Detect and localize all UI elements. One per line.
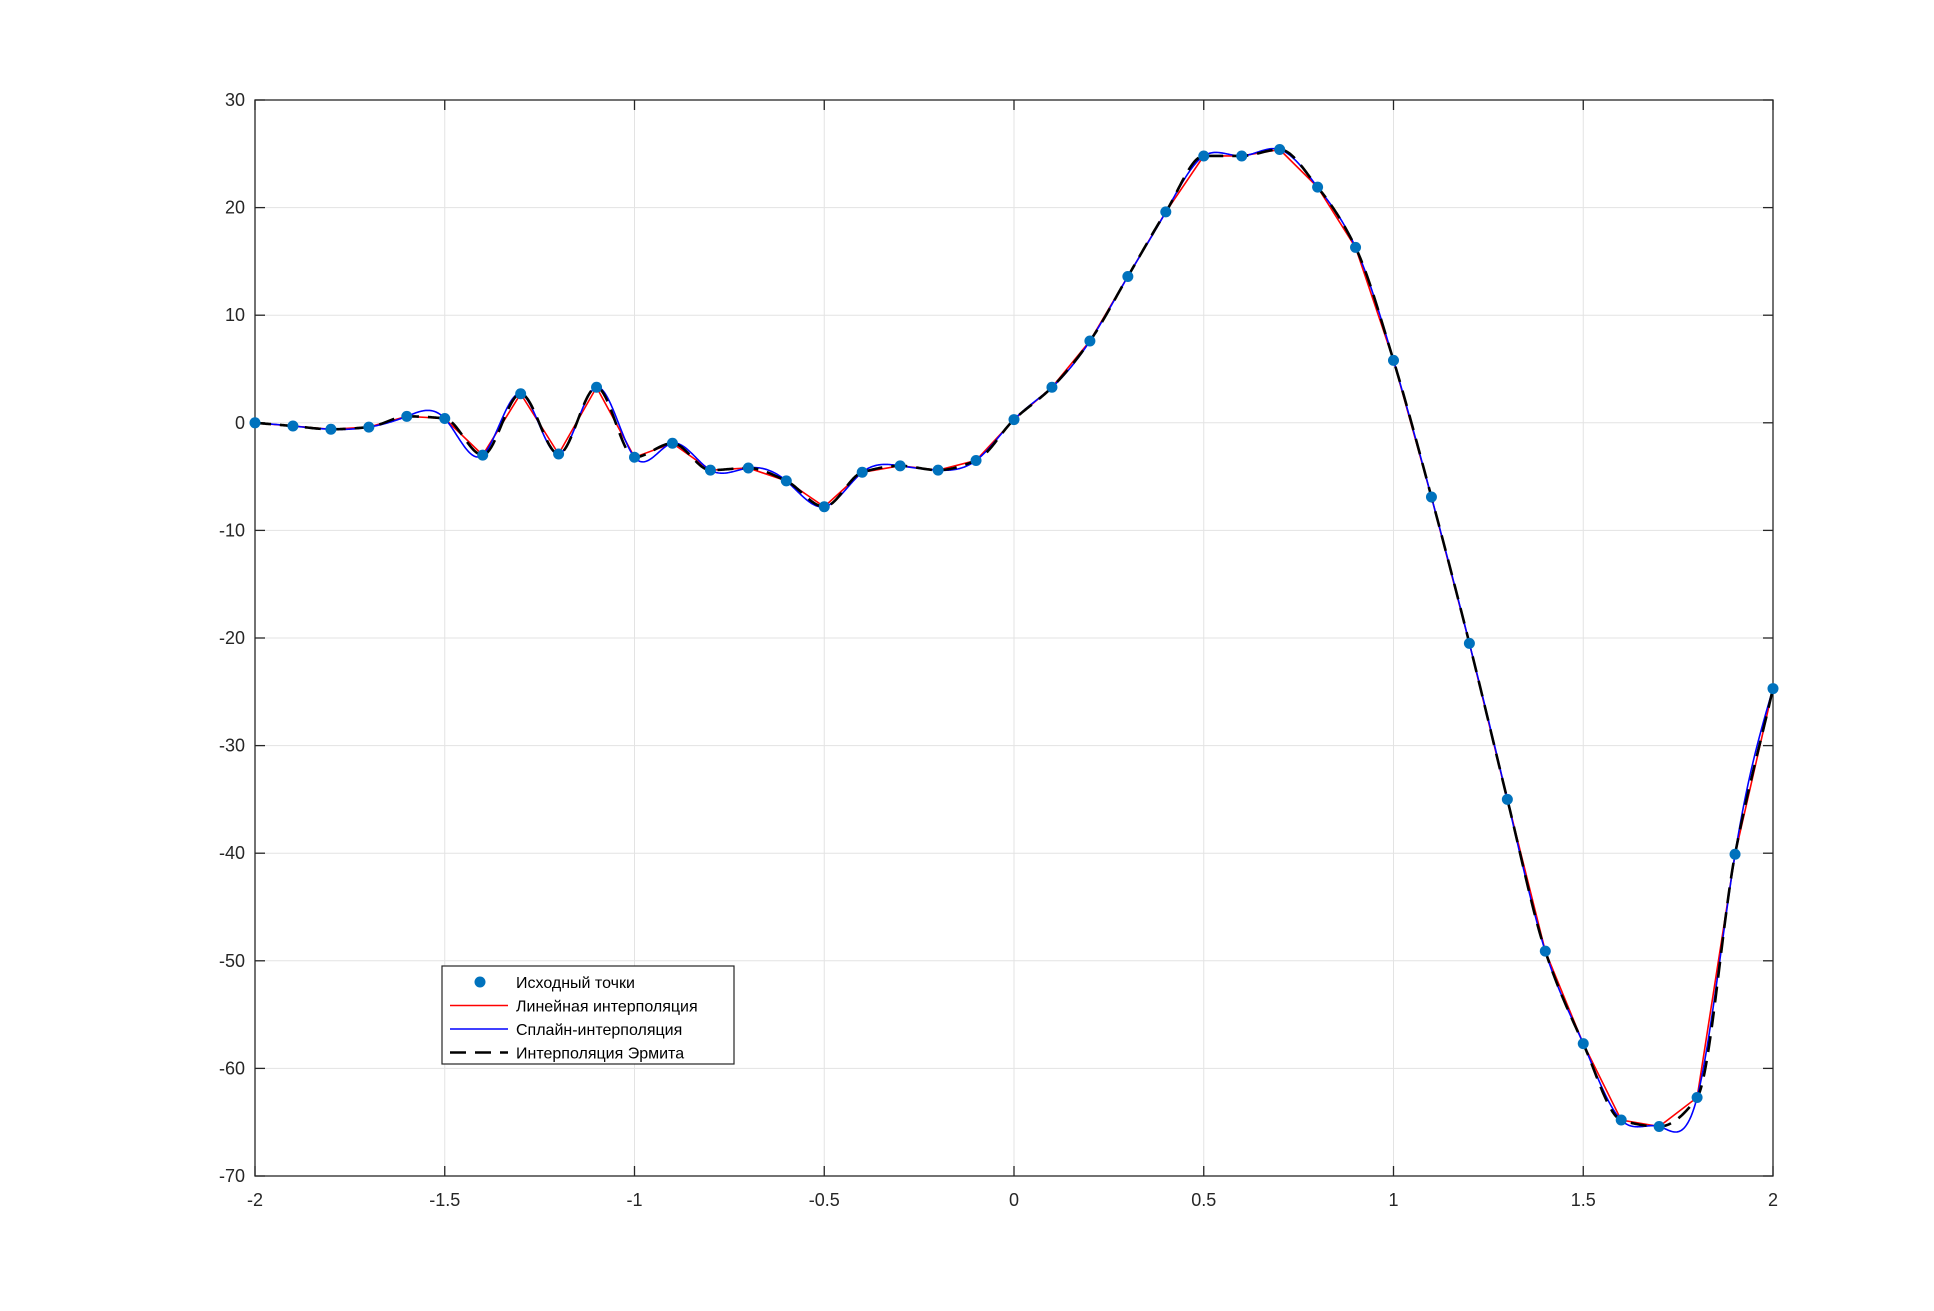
legend-label: Исходный точки (516, 975, 635, 992)
x-tick-label: 2 (1768, 1190, 1778, 1210)
y-tick-label: 20 (225, 198, 245, 218)
y-tick-label: -20 (219, 628, 245, 648)
data-point (1236, 150, 1248, 162)
y-tick-label: 0 (235, 413, 245, 433)
data-point (629, 451, 640, 463)
x-tick-label: 0 (1009, 1190, 1019, 1210)
y-tick-label: -50 (219, 951, 245, 971)
y-tick-label: -30 (219, 736, 245, 756)
data-point (932, 464, 944, 476)
x-tick-label: -1 (626, 1190, 642, 1210)
data-point (704, 464, 716, 476)
data-point (1198, 150, 1210, 162)
data-point (742, 462, 754, 474)
legend-label: Интерполяция Эрмита (516, 1046, 684, 1063)
data-point (1767, 683, 1779, 695)
data-point (1008, 414, 1020, 426)
data-point (1160, 206, 1172, 218)
data-point (1653, 1121, 1665, 1133)
legend: Исходный точки Линейная интерполяция Сплай… (441, 965, 735, 1065)
data-point (1350, 241, 1362, 253)
x-tick-label: -0.5 (809, 1190, 840, 1210)
hermite-interpolation-line (254, 148, 1775, 1128)
x-tick-label: -2 (247, 1190, 263, 1210)
data-point (287, 420, 299, 432)
data-point (780, 475, 792, 487)
data-point (439, 412, 451, 424)
data-point (591, 381, 603, 393)
data-point (401, 410, 413, 422)
x-tick-label: 1 (1388, 1190, 1398, 1210)
data-point (1274, 143, 1286, 155)
data-point (666, 437, 678, 449)
data-point (1122, 270, 1134, 282)
y-tick-label: 30 (225, 90, 245, 110)
legend-label: Сплайн-интерполяция (516, 1022, 682, 1039)
data-point (1501, 793, 1513, 805)
y-tick-label: -10 (219, 520, 245, 540)
data-point (553, 448, 565, 460)
data-point (515, 388, 527, 400)
data-point (477, 449, 489, 461)
data-point (970, 454, 982, 466)
data-point (1463, 637, 1475, 649)
x-tick-label: -1.5 (429, 1190, 460, 1210)
data-point (1084, 335, 1096, 347)
legend-label: Линейная интерполяция (516, 999, 698, 1016)
data-point (1577, 1038, 1589, 1050)
y-tick-label: 10 (225, 305, 245, 325)
series (249, 143, 1779, 1133)
data-point (325, 423, 337, 435)
data-point (1046, 381, 1058, 393)
data-point (818, 501, 830, 513)
data-point (1388, 354, 1399, 366)
data-point (1312, 181, 1324, 193)
y-tick-label: -70 (219, 1166, 245, 1186)
data-point (1539, 945, 1551, 957)
y-tick-label: -40 (219, 843, 245, 863)
ticks: -2 -1.5 -1 -0.5 0 0.5 1 1.5 2 30 20 10 0 -10 -20 -30 -40… (219, 90, 1778, 1210)
data-point (856, 466, 868, 478)
data-point (1729, 848, 1741, 860)
data-point (1691, 1091, 1703, 1103)
data-point (894, 460, 906, 472)
x-tick-label: 0.5 (1191, 1190, 1216, 1210)
data-point (1615, 1114, 1627, 1126)
data-point (1425, 491, 1437, 503)
y-tick-label: -60 (219, 1058, 245, 1078)
legend-marker (474, 976, 486, 988)
data-point (363, 421, 375, 433)
data-point (249, 417, 261, 429)
x-tick-label: 1.5 (1571, 1190, 1596, 1210)
legend-box (441, 965, 735, 1065)
